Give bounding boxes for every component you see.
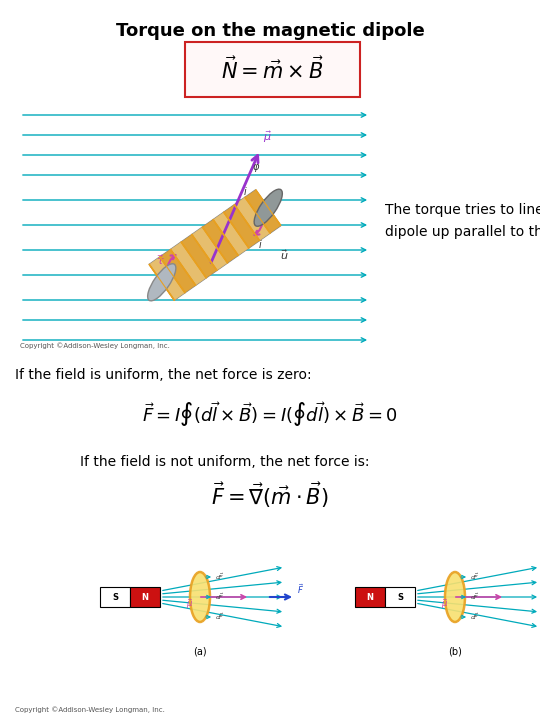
Ellipse shape	[445, 572, 465, 622]
Text: $i$: $i$	[258, 238, 263, 250]
Text: (b): (b)	[448, 647, 462, 657]
Text: S: S	[397, 593, 403, 601]
Text: $\vec{F} = I \oint (d\vec{l} \times \vec{B}) = I(\oint d\vec{l}) \times \vec{B} : $\vec{F} = I \oint (d\vec{l} \times \vec…	[142, 400, 398, 429]
Polygon shape	[192, 227, 228, 271]
Text: $d\vec{F}$: $d\vec{F}$	[215, 612, 225, 622]
Text: If the field is not uniform, the net force is:: If the field is not uniform, the net for…	[80, 455, 369, 469]
Text: $\vec{\mu}$: $\vec{\mu}$	[263, 130, 272, 145]
Polygon shape	[234, 197, 270, 240]
Polygon shape	[171, 242, 206, 285]
Text: $d\vec{F}$: $d\vec{F}$	[215, 572, 225, 582]
Bar	[355, 587, 385, 607]
Ellipse shape	[190, 572, 210, 622]
Text: dipole up parallel to the field: dipole up parallel to the field	[385, 225, 540, 239]
Text: $d\vec{F}$: $d\vec{F}$	[470, 592, 480, 602]
Text: Torque on the magnetic dipole: Torque on the magnetic dipole	[116, 22, 424, 40]
Text: $\vec{F}$: $\vec{F}$	[297, 582, 304, 596]
Text: $\vec{u}$: $\vec{u}$	[280, 248, 289, 262]
Bar	[130, 587, 160, 607]
Text: $d\vec{F}$: $d\vec{F}$	[470, 612, 480, 622]
Ellipse shape	[147, 264, 176, 301]
Text: (a): (a)	[193, 647, 207, 657]
Text: If the field is uniform, the net force is zero:: If the field is uniform, the net force i…	[15, 368, 312, 382]
Text: $\varphi$: $\varphi$	[252, 162, 260, 174]
Polygon shape	[224, 204, 260, 248]
Text: S: S	[112, 593, 118, 601]
Bar	[185, 42, 360, 97]
Text: $d\vec{F}$: $d\vec{F}$	[470, 572, 480, 582]
Text: Copyright ©Addison-Wesley Longman, Inc.: Copyright ©Addison-Wesley Longman, Inc.	[20, 342, 170, 349]
Polygon shape	[202, 220, 238, 263]
Polygon shape	[213, 212, 249, 256]
Polygon shape	[245, 189, 281, 233]
Polygon shape	[149, 257, 185, 300]
Text: $\vec{\mu}$: $\vec{\mu}$	[186, 597, 193, 611]
Bar	[385, 587, 415, 607]
Ellipse shape	[254, 189, 282, 226]
Bar	[100, 587, 130, 607]
Text: $i$: $i$	[243, 185, 248, 197]
Text: $\vec{N} = \vec{m} \times \vec{B}$: $\vec{N} = \vec{m} \times \vec{B}$	[221, 56, 324, 83]
Text: N: N	[141, 593, 149, 601]
Text: $\vec{F} = \vec{\nabla}(\vec{m} \cdot \vec{B})$: $\vec{F} = \vec{\nabla}(\vec{m} \cdot \v…	[211, 480, 329, 510]
Text: Copyright ©Addison-Wesley Longman, Inc.: Copyright ©Addison-Wesley Longman, Inc.	[15, 706, 165, 713]
Text: $\vec{\tau}$: $\vec{\tau}$	[156, 253, 164, 267]
Polygon shape	[181, 235, 217, 278]
Text: N: N	[367, 593, 374, 601]
Polygon shape	[160, 249, 195, 293]
Text: The torque tries to line the: The torque tries to line the	[385, 203, 540, 217]
Polygon shape	[149, 189, 281, 300]
Text: $d\vec{F}$: $d\vec{F}$	[215, 592, 225, 602]
Text: $\vec{\mu}$: $\vec{\mu}$	[441, 597, 449, 611]
